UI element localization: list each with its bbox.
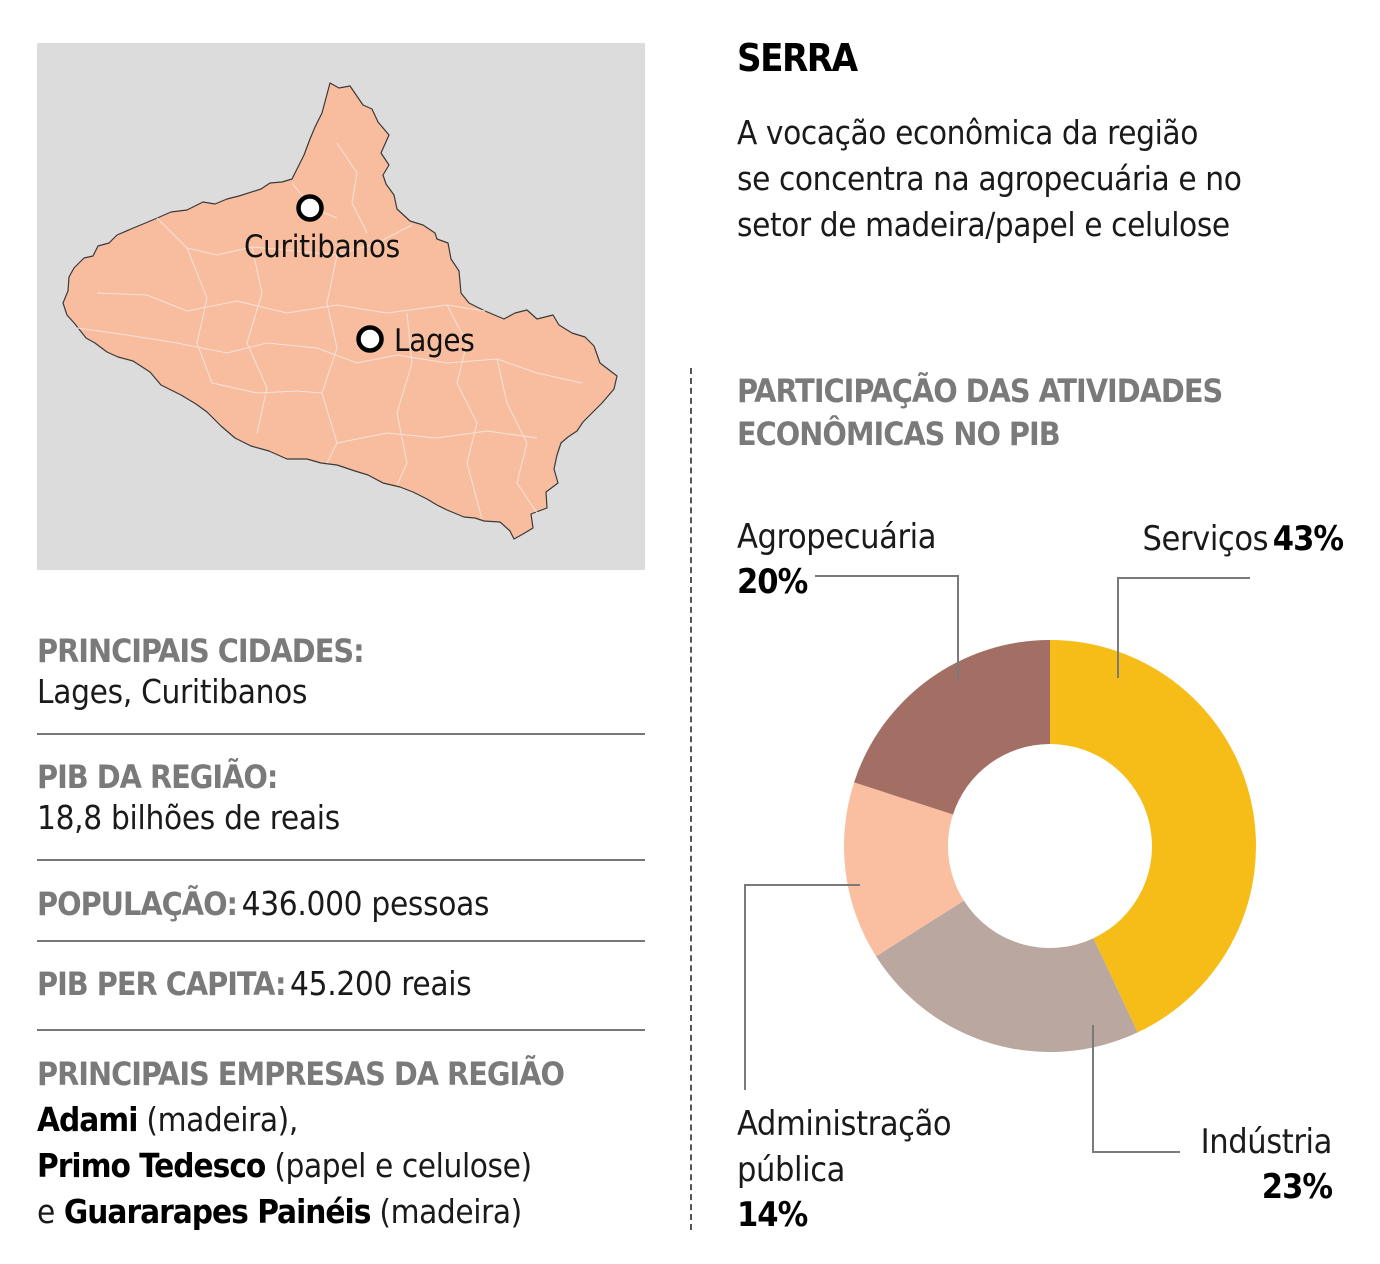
company-name: Primo Tedesco: [37, 1146, 266, 1185]
value-servicos: 43%: [1272, 519, 1344, 559]
stat-value: 45.200 reais: [290, 964, 472, 1003]
intro-line: setor de madeira/papel e celulose: [737, 205, 1230, 244]
company-item: Primo Tedesco (papel e celulose): [37, 1143, 657, 1189]
lages-marker: [356, 325, 384, 353]
label-industria: Indústria: [1200, 1122, 1333, 1162]
company-prefix: e: [37, 1192, 55, 1231]
label-group-servicos: Serviços 43%: [1142, 519, 1344, 559]
curitibanos-marker: [296, 194, 324, 222]
companies-heading: PRINCIPAIS EMPRESAS DA REGIÃO: [37, 1055, 565, 1093]
stat-gdp: PIB DA REGIÃO: 18,8 bilhões de reais: [37, 758, 645, 837]
lages-label: Lages: [394, 323, 475, 359]
label-administracao-line1: Administração: [737, 1104, 952, 1144]
donut-slice-administracao-publica: [844, 782, 964, 957]
stat-label: POPULAÇÃO:: [37, 885, 238, 923]
donut-slice-agropecuaria: [854, 640, 1050, 815]
leader-line-servicos: [1117, 577, 1250, 678]
company-name: Guararapes Painéis: [63, 1192, 371, 1231]
value-agropecuaria: 20%: [737, 562, 808, 602]
label-agropecuaria: Agropecuária: [737, 517, 937, 557]
column-divider: [690, 368, 692, 1230]
stat-value: 18,8 bilhões de reais: [37, 798, 340, 837]
region-map-svg: [62, 82, 618, 540]
stat-value: 436.000 pessoas: [241, 884, 490, 923]
divider: [37, 940, 645, 942]
value-administracao: 14%: [737, 1195, 808, 1235]
value-industria: 23%: [1261, 1167, 1333, 1207]
company-desc: (madeira),: [146, 1100, 298, 1139]
label-administracao-line2: pública: [737, 1150, 845, 1190]
municipal-borders: [76, 142, 583, 520]
divider: [37, 733, 645, 735]
intro-line: A vocação econômica da região: [737, 113, 1198, 152]
stat-gdp-per-capita: PIB PER CAPITA: 45.200 reais: [37, 964, 645, 1003]
serra-region-shape: [62, 82, 618, 540]
region-map: Curitibanos Lages: [37, 43, 645, 570]
page-title: SERRA: [737, 36, 858, 80]
donut-slice-servicos: [1050, 640, 1256, 1033]
divider: [37, 1029, 645, 1031]
label-servicos: Serviços: [1142, 519, 1269, 559]
stat-label: PIB PER CAPITA:: [37, 965, 286, 1003]
leader-lines: [744, 575, 1250, 1153]
company-desc: (madeira): [379, 1192, 522, 1231]
company-desc: (papel e celulose): [274, 1146, 532, 1185]
stat-value: Lages, Curitibanos: [37, 672, 308, 711]
intro-line: se concentra na agropecuária e no: [737, 159, 1242, 198]
curitibanos-label: Curitibanos: [244, 229, 400, 265]
donut-slice-industria: [876, 900, 1138, 1053]
stat-label: PRINCIPAIS CIDADES:: [37, 632, 365, 670]
leader-line-agropecuaria: [815, 575, 959, 680]
leader-line-industria: [1092, 1025, 1180, 1153]
stat-main-cities: PRINCIPAIS CIDADES: Lages, Curitibanos: [37, 632, 645, 711]
stat-label: PIB DA REGIÃO:: [37, 758, 278, 796]
divider: [37, 859, 645, 861]
chart-title: PARTICIPAÇÃO DAS ATIVIDADES ECONÔMICAS N…: [737, 372, 1223, 453]
company-item: Adami (madeira),: [37, 1097, 657, 1143]
leader-line-administracao: [744, 884, 860, 1090]
companies-list: Adami (madeira), Primo Tedesco (papel e …: [37, 1097, 657, 1235]
company-item: e Guararapes Painéis (madeira): [37, 1189, 657, 1235]
company-name: Adami: [37, 1100, 138, 1139]
intro-text: A vocação econômica da região se concent…: [737, 110, 1357, 248]
stat-population: POPULAÇÃO: 436.000 pessoas: [37, 884, 645, 923]
